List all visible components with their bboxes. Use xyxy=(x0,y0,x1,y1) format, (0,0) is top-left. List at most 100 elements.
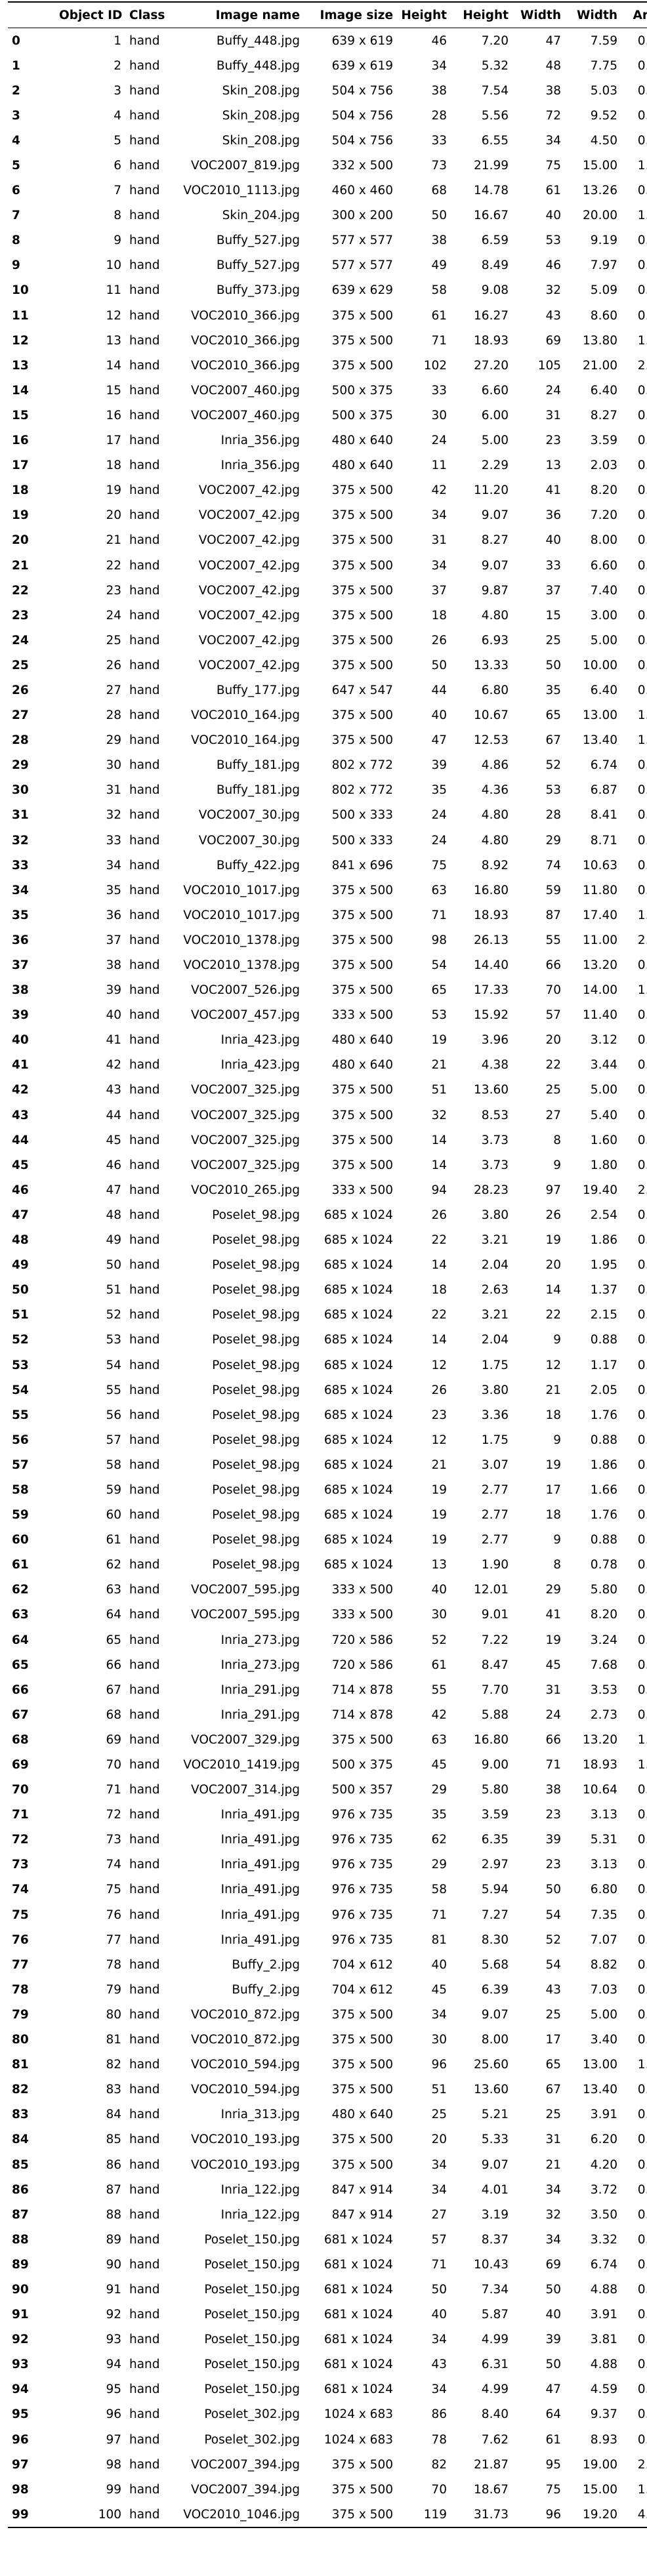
image-size-cell: 976 x 735 xyxy=(331,1833,393,1847)
class-cell: hand xyxy=(129,283,160,298)
width-px-cell: 45 xyxy=(545,1658,561,1672)
row-index: 38 xyxy=(12,983,29,998)
image-size-cell: 681 x 1024 xyxy=(324,2257,393,2272)
class-cell: hand xyxy=(129,2133,160,2147)
area-cell: 0.99 xyxy=(637,958,647,973)
object-id-cell: 19 xyxy=(106,483,121,498)
table-row: 58 59 hand Poselet_98.jpg 685 x 1024 19 2.77 17… xyxy=(8,1477,647,1502)
width-pct-cell: 5.40 xyxy=(590,1108,617,1122)
image-name-cell: Poselet_150.jpg xyxy=(204,2257,300,2272)
class-cell: hand xyxy=(129,783,160,798)
image-name-cell: VOC2010_1378.jpg xyxy=(183,933,300,947)
image-name-cell: Skin_208.jpg xyxy=(222,83,300,98)
class-cell: hand xyxy=(129,2382,160,2397)
object-id-cell: 23 xyxy=(106,583,121,598)
height-pct-cell: 15.92 xyxy=(474,1008,509,1023)
width-pct-cell: 13.00 xyxy=(583,2058,617,2072)
row-index: 89 xyxy=(12,2257,29,2272)
image-name-cell: Inria_491.jpg xyxy=(220,1833,300,1847)
table-row: 81 82 hand VOC2010_594.jpg 375 x 500 96 25.60 6… xyxy=(8,2053,647,2077)
width-pct-cell: 5.00 xyxy=(590,2007,617,2022)
height-pct-cell: 5.87 xyxy=(481,2308,509,2322)
object-id-cell: 95 xyxy=(106,2382,121,2397)
height-pct-cell: 5.94 xyxy=(481,1883,509,1897)
width-pct-cell: 15.00 xyxy=(583,159,617,173)
object-id-cell: 100 xyxy=(98,2507,121,2522)
height-pct-cell: 8.00 xyxy=(481,2033,509,2047)
image-name-cell: VOC2010_872.jpg xyxy=(191,2033,300,2047)
width-px-cell: 69 xyxy=(545,333,561,348)
width-px-cell: 48 xyxy=(545,58,561,73)
table-row: 33 34 hand Buffy_422.jpg 841 x 696 75 8.92 74 10… xyxy=(8,853,647,878)
image-name-cell: Buffy_177.jpg xyxy=(216,683,300,697)
object-id-cell: 36 xyxy=(106,908,121,922)
class-cell: hand xyxy=(129,833,160,848)
class-cell: hand xyxy=(129,2457,160,2472)
width-pct-cell: 3.44 xyxy=(590,1058,617,1073)
width-pct-cell: 5.00 xyxy=(590,1083,617,1097)
image-name-cell: Inria_273.jpg xyxy=(220,1633,300,1647)
area-cell: 1.05 xyxy=(637,1732,647,1747)
class-cell: hand xyxy=(129,1808,160,1822)
table-row: 0 1 hand Buffy_448.jpg 639 x 619 46 7.20 47 7.59… xyxy=(8,28,647,54)
area-cell: 0.01 xyxy=(637,1558,647,1572)
class-cell: hand xyxy=(129,2432,160,2447)
height-pct-cell: 2.97 xyxy=(481,1858,509,1872)
class-cell: hand xyxy=(129,1408,160,1422)
height-px-cell: 13 xyxy=(431,1558,447,1572)
row-index: 18 xyxy=(12,483,29,498)
image-name-cell: Poselet_98.jpg xyxy=(212,1482,300,1497)
height-pct-cell: 21.99 xyxy=(474,159,509,173)
height-px-cell: 24 xyxy=(431,434,447,448)
area-cell: 0.04 xyxy=(637,1383,647,1397)
area-cell: 0.26 xyxy=(637,1982,647,1997)
image-size-cell: 685 x 1024 xyxy=(324,1408,393,1422)
table-row: 95 96 hand Poselet_302.jpg 1024 x 683 86 8.40 6… xyxy=(8,2402,647,2427)
height-px-cell: 24 xyxy=(431,808,447,823)
class-cell: hand xyxy=(129,533,160,548)
image-name-cell: VOC2007_30.jpg xyxy=(198,833,300,848)
row-index: 28 xyxy=(12,733,29,748)
object-id-cell: 53 xyxy=(106,1333,121,1347)
object-id-cell: 79 xyxy=(106,1982,121,1997)
object-id-cell: 94 xyxy=(106,2358,121,2372)
image-name-cell: VOC2010_366.jpg xyxy=(191,358,300,373)
class-cell: hand xyxy=(129,1883,160,1897)
class-cell: hand xyxy=(129,333,160,348)
table-row: 75 76 hand Inria_491.jpg 976 x 735 71 7.27 54 7.… xyxy=(8,1902,647,1927)
width-pct-cell: 9.19 xyxy=(590,234,617,248)
row-index: 97 xyxy=(12,2457,29,2472)
width-px-cell: 67 xyxy=(545,2083,561,2097)
row-index: 41 xyxy=(12,1058,29,1073)
width-px-cell: 61 xyxy=(545,2432,561,2447)
table-row: 21 22 hand VOC2007_42.jpg 375 x 500 34 9.07 33 6… xyxy=(8,553,647,578)
width-pct-cell: 3.91 xyxy=(590,2308,617,2322)
height-pct-cell: 28.23 xyxy=(474,1183,509,1197)
object-id-cell: 91 xyxy=(106,2282,121,2297)
table-row: 20 21 hand VOC2007_42.jpg 375 x 500 31 8.27 40 8… xyxy=(8,528,647,553)
area-cell: 0.10 xyxy=(637,608,647,623)
width-pct-cell: 7.59 xyxy=(590,33,617,48)
image-size-cell: 480 x 640 xyxy=(331,434,393,448)
class-cell: hand xyxy=(129,658,160,672)
width-px-cell: 53 xyxy=(545,783,561,798)
width-px-cell: 64 xyxy=(545,2407,561,2422)
table-row: 24 25 hand VOC2007_42.jpg 375 x 500 26 6.93 25 5… xyxy=(8,628,647,653)
row-index: 80 xyxy=(12,2033,29,2047)
image-name-cell: Buffy_422.jpg xyxy=(216,858,300,872)
width-pct-cell: 8.71 xyxy=(590,833,617,848)
class-cell: hand xyxy=(129,459,160,473)
height-px-cell: 81 xyxy=(431,1932,447,1947)
table-row: 5 6 hand VOC2007_819.jpg 332 x 500 73 21.99 75 1… xyxy=(8,153,647,178)
table-row: 77 78 hand Buffy_2.jpg 704 x 612 40 5.68 54 8.82… xyxy=(8,1952,647,1977)
width-px-cell: 23 xyxy=(545,1858,561,1872)
width-pct-cell: 7.07 xyxy=(590,1932,617,1947)
object-id-cell: 47 xyxy=(106,1183,121,1197)
object-id-cell: 51 xyxy=(106,1283,121,1298)
height-pct-cell: 17.33 xyxy=(474,983,509,998)
object-id-cell: 30 xyxy=(106,758,121,773)
row-index: 52 xyxy=(12,1333,29,1347)
table-row: 71 72 hand Inria_491.jpg 976 x 735 35 3.59 23 3.… xyxy=(8,1803,647,1828)
table-row: 79 80 hand VOC2010_872.jpg 375 x 500 34 9.07 25… xyxy=(8,2002,647,2027)
area-cell: 1.62 xyxy=(637,209,647,223)
